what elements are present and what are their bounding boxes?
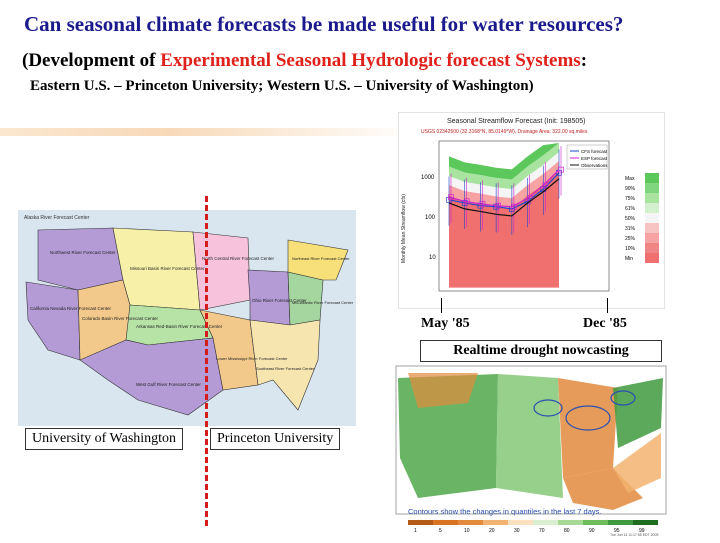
percentile-label-4: 50%: [625, 216, 636, 222]
rfc-label-southeast: Southeast River Forecast Center: [256, 366, 315, 371]
scale-swatch-7: [583, 520, 608, 525]
scale-label-8: 95: [614, 528, 620, 534]
percentile-label-0: Max: [625, 176, 635, 182]
percentile-label-1: 90%: [625, 186, 636, 192]
rfc-label-northcentral: North Central River Forecast Center: [202, 256, 275, 261]
rfc-label-colorado: Colorado Basin River Forecast Center: [82, 316, 159, 321]
scale-swatch-9: [633, 520, 658, 525]
percentile-swatch-1: [645, 183, 659, 193]
drought-label: Realtime drought nowcasting: [420, 340, 662, 362]
scale-label-6: 80: [564, 528, 570, 534]
scale-swatch-8: [608, 520, 633, 525]
scale-swatch-2: [458, 520, 483, 525]
legend-esp: ESP forecast: [581, 156, 608, 161]
rfc-label-northwest: Northwest River Forecast Center: [50, 250, 116, 255]
month-start-label: May '85: [421, 316, 470, 331]
percentile-band-1: [449, 160, 559, 209]
series-line-observations: [448, 178, 560, 217]
scale-label-7: 90: [589, 528, 595, 534]
chart-subtitle: USGS 02342500 (32.3168°N, 85.0149°W), Dr…: [421, 129, 588, 135]
subtitle-suffix: :: [580, 50, 588, 71]
uw-label: University of Washington: [25, 428, 184, 450]
percentile-label-8: Min: [625, 256, 633, 262]
tick-may: [441, 298, 442, 313]
rfc-label-california: California Nevada River Forecast Center: [30, 306, 112, 311]
rfc-label-lowermiss: Lower Mississippi River Forecast Center: [216, 356, 288, 361]
series-line-esp-forecast: [448, 169, 560, 208]
subtitle-line-2: Eastern U.S. – Princeton University; Wes…: [30, 78, 534, 94]
percentile-band-2: [449, 151, 559, 199]
drought-footer: Tue Jun 14 11:17:55 EDT 2005: [610, 533, 658, 537]
percentile-swatch-4: [645, 213, 659, 223]
y-tick-100: 100: [425, 215, 436, 221]
scale-swatch-0: [408, 520, 433, 525]
y-tick-10: 10: [429, 255, 436, 261]
percentile-swatch-0: [645, 173, 659, 183]
percentile-swatch-6: [645, 233, 659, 243]
scale-swatch-1: [433, 520, 458, 525]
subtitle-prefix: (Development of: [22, 50, 161, 71]
percentile-swatch-5: [645, 223, 659, 233]
subtitle-highlight: Experimental Seasonal Hydrologic forecas…: [160, 50, 581, 71]
tick-dec: [607, 298, 608, 313]
rfc-label-ohio: Ohio River Forecast Center: [252, 298, 307, 303]
percentile-band-3: [449, 142, 559, 190]
percentile-label-5: 31%: [625, 226, 636, 232]
scale-swatch-3: [483, 520, 508, 525]
rfc-label-northeast: Northeast River Forecast Center: [292, 256, 350, 261]
drought-map: Contours show the changes in quantiles i…: [378, 348, 670, 538]
percentile-swatch-7: [645, 243, 659, 253]
scale-swatch-5: [533, 520, 558, 525]
scale-swatch-6: [558, 520, 583, 525]
divider-line: [205, 196, 208, 526]
percentile-swatch-8: [645, 253, 659, 263]
rfc-label-midatlantic: Mid-Atlantic River Forecast Center: [292, 300, 354, 305]
percentile-label-6: 25%: [625, 236, 636, 242]
rfc-label-alaska: Alaska River Forecast Center: [24, 215, 90, 221]
legend-obs: Observations: [581, 163, 608, 168]
subtitle-line-1: (Development of Experimental Seasonal Hy…: [22, 50, 587, 72]
drought-caption: Contours show the changes in quantiles i…: [408, 507, 601, 516]
scale-label-9: 99: [639, 528, 645, 534]
percentile-swatch-2: [645, 193, 659, 203]
scale-label-1: 5: [439, 528, 442, 534]
page-title: Can seasonal climate forecasts be made u…: [24, 12, 624, 36]
legend: CFS forecast ESP forecast Observations: [566, 144, 608, 170]
streamflow-chart: Seasonal Streamflow Forecast (Init: 1985…: [398, 112, 665, 309]
scale-label-5: 70: [539, 528, 545, 534]
percentile-label-3: 61%: [625, 206, 636, 212]
percentile-label-2: 75%: [625, 196, 636, 202]
percentile-band-4: [449, 142, 559, 180]
y-axis-label: Monthly Mean Streamflow (cfs): [401, 194, 407, 263]
scale-label-3: 20: [489, 528, 495, 534]
scale-label-2: 10: [464, 528, 470, 534]
rfc-label-westgulf: West Gulf River Forecast Center: [136, 382, 201, 387]
rfc-label-arkansas: Arkansas Red-Basin River Forecast Center: [136, 324, 223, 329]
scale-swatch-4: [508, 520, 533, 525]
decorative-rule: [0, 128, 420, 136]
rfc-map: Alaska River Forecast Center Northwest R…: [18, 210, 356, 426]
y-tick-1000: 1000: [421, 175, 435, 181]
percentile-swatch-3: [645, 203, 659, 213]
legend-cfs: CFS forecast: [581, 149, 608, 154]
scale-label-0: 1: [414, 528, 417, 534]
percentile-label-7: 10%: [625, 246, 636, 252]
month-end-label: Dec '85: [583, 316, 627, 331]
rfc-label-missouri: Missouri Basin River Forecast Center: [130, 266, 205, 271]
princeton-label: Princeton University: [210, 428, 341, 450]
scale-label-4: 30: [514, 528, 520, 534]
chart-title: Seasonal Streamflow Forecast (Init: 1985…: [447, 118, 586, 125]
